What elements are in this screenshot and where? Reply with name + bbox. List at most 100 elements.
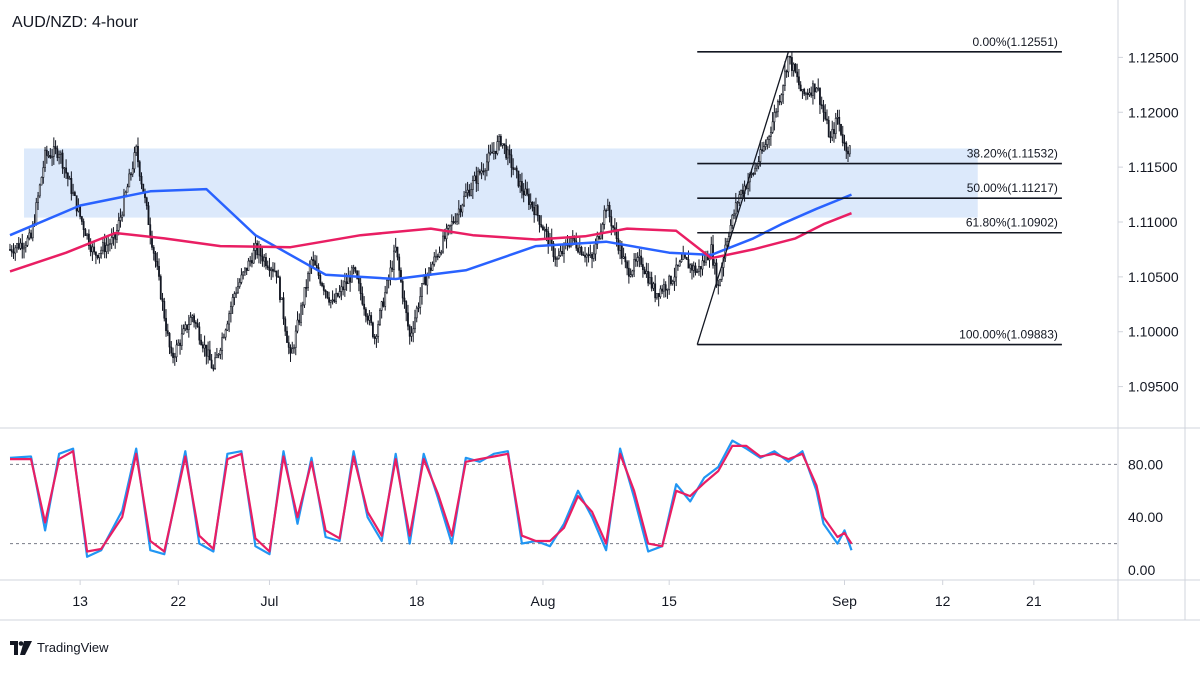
candle xyxy=(834,112,837,139)
candle-body xyxy=(663,284,665,292)
candle xyxy=(445,223,448,249)
candle-body xyxy=(138,161,141,177)
candle xyxy=(156,252,159,271)
candle-body xyxy=(80,216,83,222)
candle xyxy=(284,316,287,336)
candle xyxy=(813,83,816,100)
candle-body xyxy=(47,155,50,157)
candle xyxy=(820,96,823,110)
candle-body xyxy=(361,293,364,305)
candle-body xyxy=(442,235,444,253)
candle-body xyxy=(699,266,702,270)
time-tick-label: 12 xyxy=(935,593,951,609)
candle xyxy=(338,285,341,299)
candle xyxy=(766,136,769,150)
candle-body xyxy=(415,307,418,319)
candle-body xyxy=(333,299,336,302)
candle-body xyxy=(475,175,478,184)
candle xyxy=(172,347,174,364)
candle-body xyxy=(133,152,136,170)
candle xyxy=(584,246,586,263)
candle xyxy=(692,261,695,278)
candle xyxy=(405,300,408,322)
candle-body xyxy=(49,155,52,158)
price-tick-label: 1.09500 xyxy=(1128,379,1179,395)
candle-body xyxy=(259,247,262,257)
candle xyxy=(410,326,413,342)
candle-body xyxy=(270,268,273,271)
candle-body xyxy=(135,146,138,153)
candle xyxy=(328,291,330,306)
candle-body xyxy=(792,63,795,71)
candle xyxy=(513,167,516,170)
candle xyxy=(482,163,485,176)
candle-body xyxy=(373,336,376,339)
candle-body xyxy=(165,317,167,332)
candle xyxy=(321,281,323,288)
candle-body xyxy=(599,231,602,239)
candle xyxy=(194,320,197,330)
candle xyxy=(391,260,394,273)
candle xyxy=(342,280,345,296)
candle xyxy=(489,144,492,156)
candle-body xyxy=(824,112,827,120)
candle-body xyxy=(713,262,716,266)
candle xyxy=(117,212,120,236)
candle-body xyxy=(384,291,387,307)
candle-body xyxy=(45,149,48,156)
candle-body xyxy=(608,205,611,218)
candle xyxy=(783,61,786,92)
candle xyxy=(657,293,660,307)
candle xyxy=(790,51,793,77)
candle xyxy=(65,159,68,179)
candle xyxy=(415,305,418,323)
candle xyxy=(168,332,171,355)
candle xyxy=(210,353,213,369)
candle-body xyxy=(833,129,835,135)
time-tick-label: Aug xyxy=(531,593,556,609)
price-tick-label: 1.10500 xyxy=(1128,269,1179,285)
candle xyxy=(471,175,474,199)
candle-body xyxy=(689,264,692,269)
candle-body xyxy=(279,277,281,300)
candle-body xyxy=(536,205,539,216)
candle xyxy=(547,226,550,254)
candle-body xyxy=(412,328,415,334)
candle xyxy=(396,246,399,261)
branding[interactable]: TradingView xyxy=(10,640,109,655)
candle-body xyxy=(829,136,832,139)
candle xyxy=(447,224,450,236)
candle xyxy=(769,126,772,146)
candle xyxy=(785,69,788,78)
candle xyxy=(431,261,434,271)
candle xyxy=(175,339,178,363)
candle xyxy=(247,257,250,271)
candle-body xyxy=(268,267,271,271)
candle xyxy=(79,206,82,220)
candle-body xyxy=(370,315,373,324)
candle-body xyxy=(736,202,739,204)
candle-body xyxy=(72,192,75,194)
candle-body xyxy=(559,251,562,256)
candle-body xyxy=(293,347,295,350)
candle-body xyxy=(63,167,66,170)
candle xyxy=(198,322,201,345)
candle xyxy=(554,248,557,267)
candle-body xyxy=(350,267,353,283)
candle xyxy=(817,78,820,92)
candle xyxy=(244,267,246,276)
candle xyxy=(403,290,406,309)
candle-body xyxy=(620,245,623,259)
candle-body xyxy=(68,178,71,180)
candle-body xyxy=(89,245,92,253)
candle xyxy=(740,189,742,199)
candle xyxy=(298,313,301,326)
candle-body xyxy=(96,255,99,258)
candle-body xyxy=(521,181,523,192)
candle-body xyxy=(282,297,285,320)
candle-body xyxy=(703,260,706,263)
candle xyxy=(435,249,437,263)
candle xyxy=(229,301,232,323)
candle-body xyxy=(513,167,516,170)
